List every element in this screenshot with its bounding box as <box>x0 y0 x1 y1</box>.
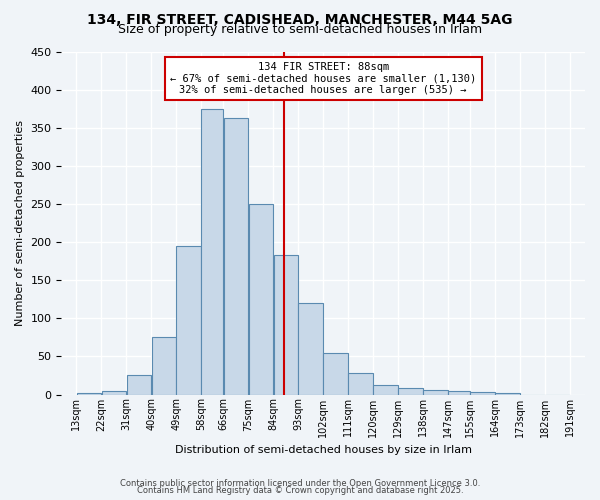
Y-axis label: Number of semi-detached properties: Number of semi-detached properties <box>15 120 25 326</box>
Bar <box>470 392 495 394</box>
Bar <box>176 246 201 394</box>
Text: Contains public sector information licensed under the Open Government Licence 3.: Contains public sector information licen… <box>120 478 480 488</box>
Bar <box>77 393 101 394</box>
Bar <box>448 390 470 394</box>
Bar <box>323 352 348 395</box>
Text: Size of property relative to semi-detached houses in Irlam: Size of property relative to semi-detach… <box>118 22 482 36</box>
Text: 134 FIR STREET: 88sqm
← 67% of semi-detached houses are smaller (1,130)
32% of s: 134 FIR STREET: 88sqm ← 67% of semi-deta… <box>170 62 476 95</box>
Bar <box>349 373 373 394</box>
Bar <box>248 204 273 394</box>
Bar <box>274 255 298 394</box>
Bar <box>101 392 126 394</box>
Text: 134, FIR STREET, CADISHEAD, MANCHESTER, M44 5AG: 134, FIR STREET, CADISHEAD, MANCHESTER, … <box>87 12 513 26</box>
Bar <box>127 376 151 394</box>
Bar <box>202 108 223 395</box>
Text: Contains HM Land Registry data © Crown copyright and database right 2025.: Contains HM Land Registry data © Crown c… <box>137 486 463 495</box>
Bar <box>298 303 323 394</box>
Bar <box>496 393 520 394</box>
Bar <box>398 388 423 394</box>
Bar <box>224 118 248 394</box>
X-axis label: Distribution of semi-detached houses by size in Irlam: Distribution of semi-detached houses by … <box>175 445 472 455</box>
Bar <box>373 384 398 394</box>
Bar <box>152 338 176 394</box>
Bar <box>423 390 448 394</box>
